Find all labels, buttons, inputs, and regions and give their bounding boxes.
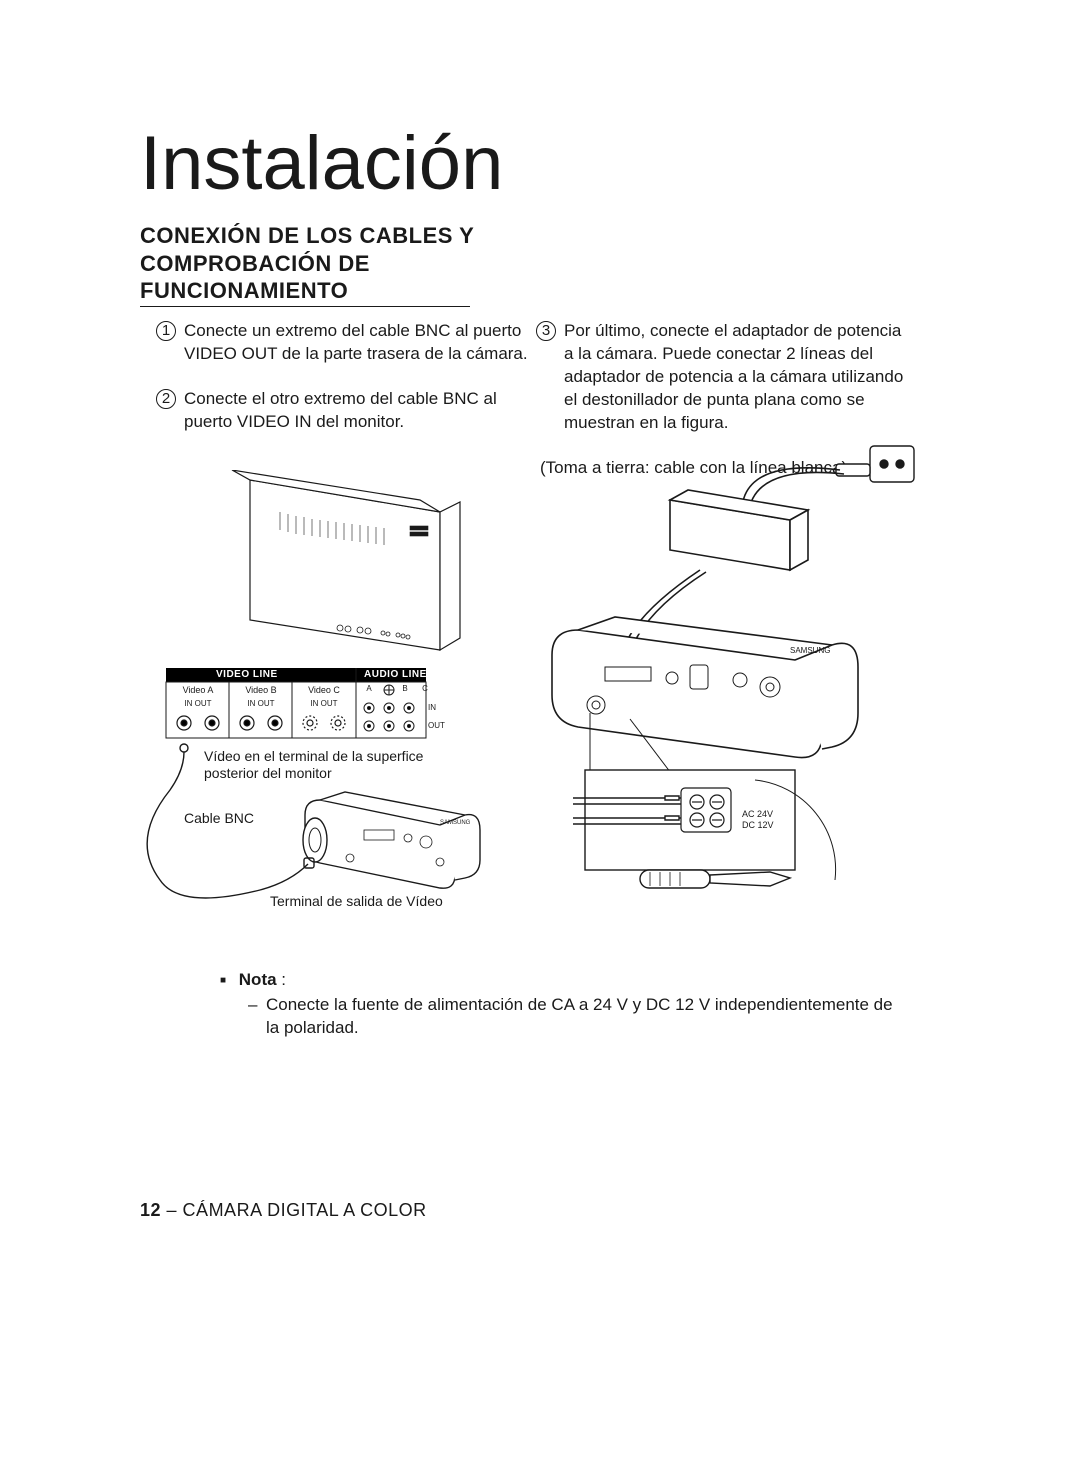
page-title: Instalación — [140, 120, 503, 207]
panel-sub-c: IN OUT — [296, 699, 352, 708]
step-1-text: Conecte un extremo del cable BNC al puer… — [184, 321, 528, 363]
note-item: Conecte la fuente de alimentación de CA … — [248, 994, 900, 1040]
page-number: 12 — [140, 1200, 161, 1220]
figure-b-svg: SAMSUNG — [510, 440, 940, 920]
panel-sub-b: IN OUT — [233, 699, 289, 708]
step-2: 2 Conecte el otro extremo del cable BNC … — [160, 388, 530, 434]
caption-video-out: Terminal de salida de Vídeo — [270, 893, 443, 910]
caption-panel: Vídeo en el terminal de la superfice pos… — [204, 748, 434, 782]
heading-rule — [140, 306, 470, 307]
panel-audio-c: C — [418, 684, 432, 693]
panel-col-video-b: Video B — [239, 685, 283, 695]
panel-audio-out: OUT — [428, 721, 445, 730]
page-footer: 12 – CÁMARA DIGITAL A COLOR — [140, 1200, 427, 1221]
camera-brand-text-b: SAMSUNG — [790, 646, 830, 655]
power-label-dc: DC 12V — [742, 821, 774, 831]
panel-sub-a: IN OUT — [170, 699, 226, 708]
panel-audio-in: IN — [428, 703, 436, 712]
panel-col-video-a: Video A — [176, 685, 220, 695]
panel-audio-a: A — [362, 684, 376, 693]
instructions-left-column: 1 Conecte un extremo del cable BNC al pu… — [160, 320, 530, 456]
step-3-text: Por último, conecte el adaptador de pote… — [564, 321, 903, 432]
step-2-text: Conecte el otro extremo del cable BNC al… — [184, 389, 497, 431]
step-1: 1 Conecte un extremo del cable BNC al pu… — [160, 320, 530, 366]
footer-text: – CÁMARA DIGITAL A COLOR — [167, 1200, 427, 1220]
panel-col-video-c: Video C — [302, 685, 346, 695]
note-block: Nota : Conecte la fuente de alimentación… — [220, 970, 900, 1040]
step-1-number: 1 — [156, 321, 176, 341]
power-label-ac: AC 24V — [742, 810, 773, 820]
panel-header-video: VIDEO LINE — [216, 669, 278, 680]
step-2-number: 2 — [156, 389, 176, 409]
step-3: 3 Por último, conecte el adaptador de po… — [540, 320, 910, 435]
figure-monitor-camera: SAMSUNG VIDEO LINE AUDIO LINE Video A Vi… — [140, 470, 500, 930]
caption-cable-bnc: Cable BNC — [184, 810, 254, 827]
panel-header-audio: AUDIO LINE — [364, 669, 427, 680]
note-heading: Nota — [239, 970, 277, 989]
note-heading-row: Nota : Conecte la fuente de alimentación… — [220, 970, 900, 1040]
camera-brand-text: SAMSUNG — [440, 820, 471, 826]
section-heading: CONEXIÓN DE LOS CABLES Y COMPROBACIÓN DE… — [140, 222, 500, 305]
panel-audio-b: B — [398, 684, 412, 693]
step-3-number: 3 — [536, 321, 556, 341]
figure-power-adapter: SAMSUNG — [510, 440, 940, 920]
